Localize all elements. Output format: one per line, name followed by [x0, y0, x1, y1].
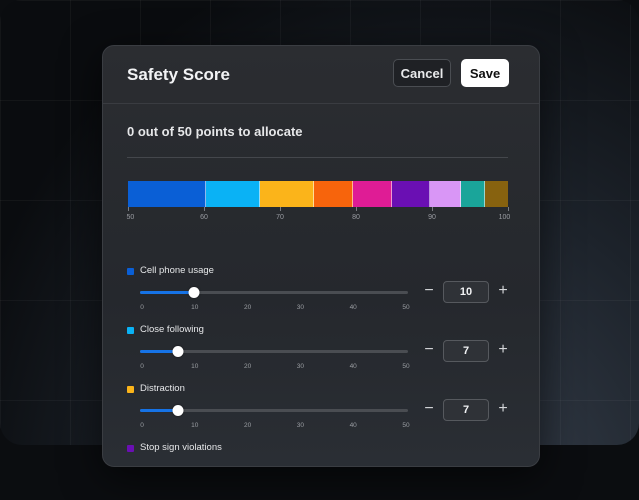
cancel-button[interactable]: Cancel [393, 59, 451, 87]
factor-slider[interactable] [140, 346, 408, 357]
distribution-segment [259, 181, 315, 207]
factor-label: Stop sign violations [140, 442, 222, 453]
legend-swatch [127, 386, 134, 393]
minus-icon[interactable]: − [424, 341, 434, 358]
distribution-segment [314, 181, 353, 207]
slider-tick-label: 0 [140, 304, 144, 311]
value-input[interactable]: 7 [443, 399, 489, 421]
factor-row: Cell phone usage 0 10 20 30 40 50−10 + [103, 265, 539, 323]
slider-fill [140, 409, 178, 412]
slider-tick-label: 50 [402, 363, 410, 370]
axis-tick-label: 70 [276, 214, 284, 221]
slider-tick-label: 30 [296, 422, 305, 429]
slider-tick-label: 0 [140, 363, 144, 370]
axis-tick-label: 60 [200, 214, 208, 221]
dialog-title: Safety Score [127, 65, 230, 84]
slider-tick-label: 20 [243, 304, 252, 311]
axis-tick [432, 207, 433, 211]
slider-tick-label: 40 [349, 422, 357, 429]
plus-icon[interactable]: + [498, 341, 508, 358]
axis-tick [508, 207, 509, 211]
slider-tick-label: 20 [243, 363, 252, 370]
value-input[interactable]: 10 [443, 281, 489, 303]
dialog-header: Safety Score Cancel Save [103, 46, 539, 104]
distribution-segment [430, 181, 462, 207]
axis-tick [280, 207, 281, 211]
distribution-segment [461, 181, 485, 207]
factor-row: Close following 0 10 20 30 40 50 −7 + [103, 324, 539, 382]
slider-tick-label: 30 [296, 304, 305, 311]
plus-icon[interactable]: + [498, 282, 508, 299]
slider-tick-label: 10 [191, 304, 199, 311]
distribution-segment [128, 181, 206, 207]
factor-row: Stop sign violations [103, 442, 539, 500]
factor-row: Distraction 0 10 20 30 40 50 −7 + [103, 383, 539, 441]
slider-tick-label: 30 [296, 363, 305, 370]
axis-tick-label: 90 [428, 214, 436, 221]
minus-icon[interactable]: − [424, 400, 434, 417]
axis-tick [356, 207, 357, 211]
factor-label: Close following [140, 324, 204, 335]
distribution-segment [484, 181, 508, 207]
distribution-segment [391, 181, 431, 207]
minus-icon[interactable]: − [424, 282, 434, 299]
distribution-axis: 50 60 70 80 90 100 [126, 207, 511, 227]
slider-tick-label: 50 [402, 422, 410, 429]
legend-swatch [127, 327, 134, 334]
factor-slider[interactable] [140, 405, 408, 416]
axis-tick [204, 207, 205, 211]
slider-tick-label: 10 [191, 422, 199, 429]
points-remaining-text: 0 out of 50 points to allocate [127, 124, 303, 139]
slider-tick-label: 40 [349, 363, 357, 370]
slider-tick-label: 40 [349, 304, 357, 311]
slider-tick-label: 0 [140, 422, 144, 429]
safety-score-dialog: Safety Score Cancel Save 0 out of 50 poi… [102, 45, 540, 467]
legend-swatch [127, 445, 134, 452]
axis-tick-label: 80 [352, 214, 360, 221]
slider-tick-label: 20 [243, 422, 252, 429]
value-input[interactable]: 7 [443, 340, 489, 362]
divider [127, 157, 508, 158]
slider-tick-label: 10 [191, 363, 199, 370]
axis-tick-label: 100 [498, 214, 511, 221]
slider-tick-label: 50 [402, 304, 410, 311]
slider-fill [140, 350, 178, 353]
slider-fill [140, 291, 194, 294]
factor-label: Cell phone usage [140, 265, 214, 276]
distribution-segment [205, 181, 260, 207]
slider-thumb[interactable] [172, 405, 184, 416]
axis-tick [128, 207, 129, 211]
save-button[interactable]: Save [461, 59, 509, 87]
slider-thumb[interactable] [188, 287, 200, 298]
factor-slider[interactable] [140, 287, 408, 298]
factor-label: Distraction [140, 383, 185, 394]
plus-icon[interactable]: + [498, 400, 508, 417]
legend-swatch [127, 268, 134, 275]
distribution-bar [128, 181, 508, 207]
slider-thumb[interactable] [172, 346, 184, 357]
distribution-segment [352, 181, 392, 207]
axis-tick-label: 50 [126, 214, 135, 221]
